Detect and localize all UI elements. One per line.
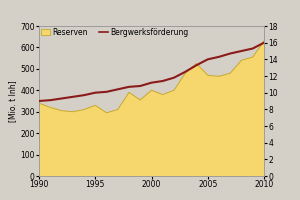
Legend: Reserven, Bergwerksförderung: Reserven, Bergwerksförderung	[39, 26, 190, 38]
Y-axis label: [Mio. t Inh]: [Mio. t Inh]	[8, 80, 17, 122]
